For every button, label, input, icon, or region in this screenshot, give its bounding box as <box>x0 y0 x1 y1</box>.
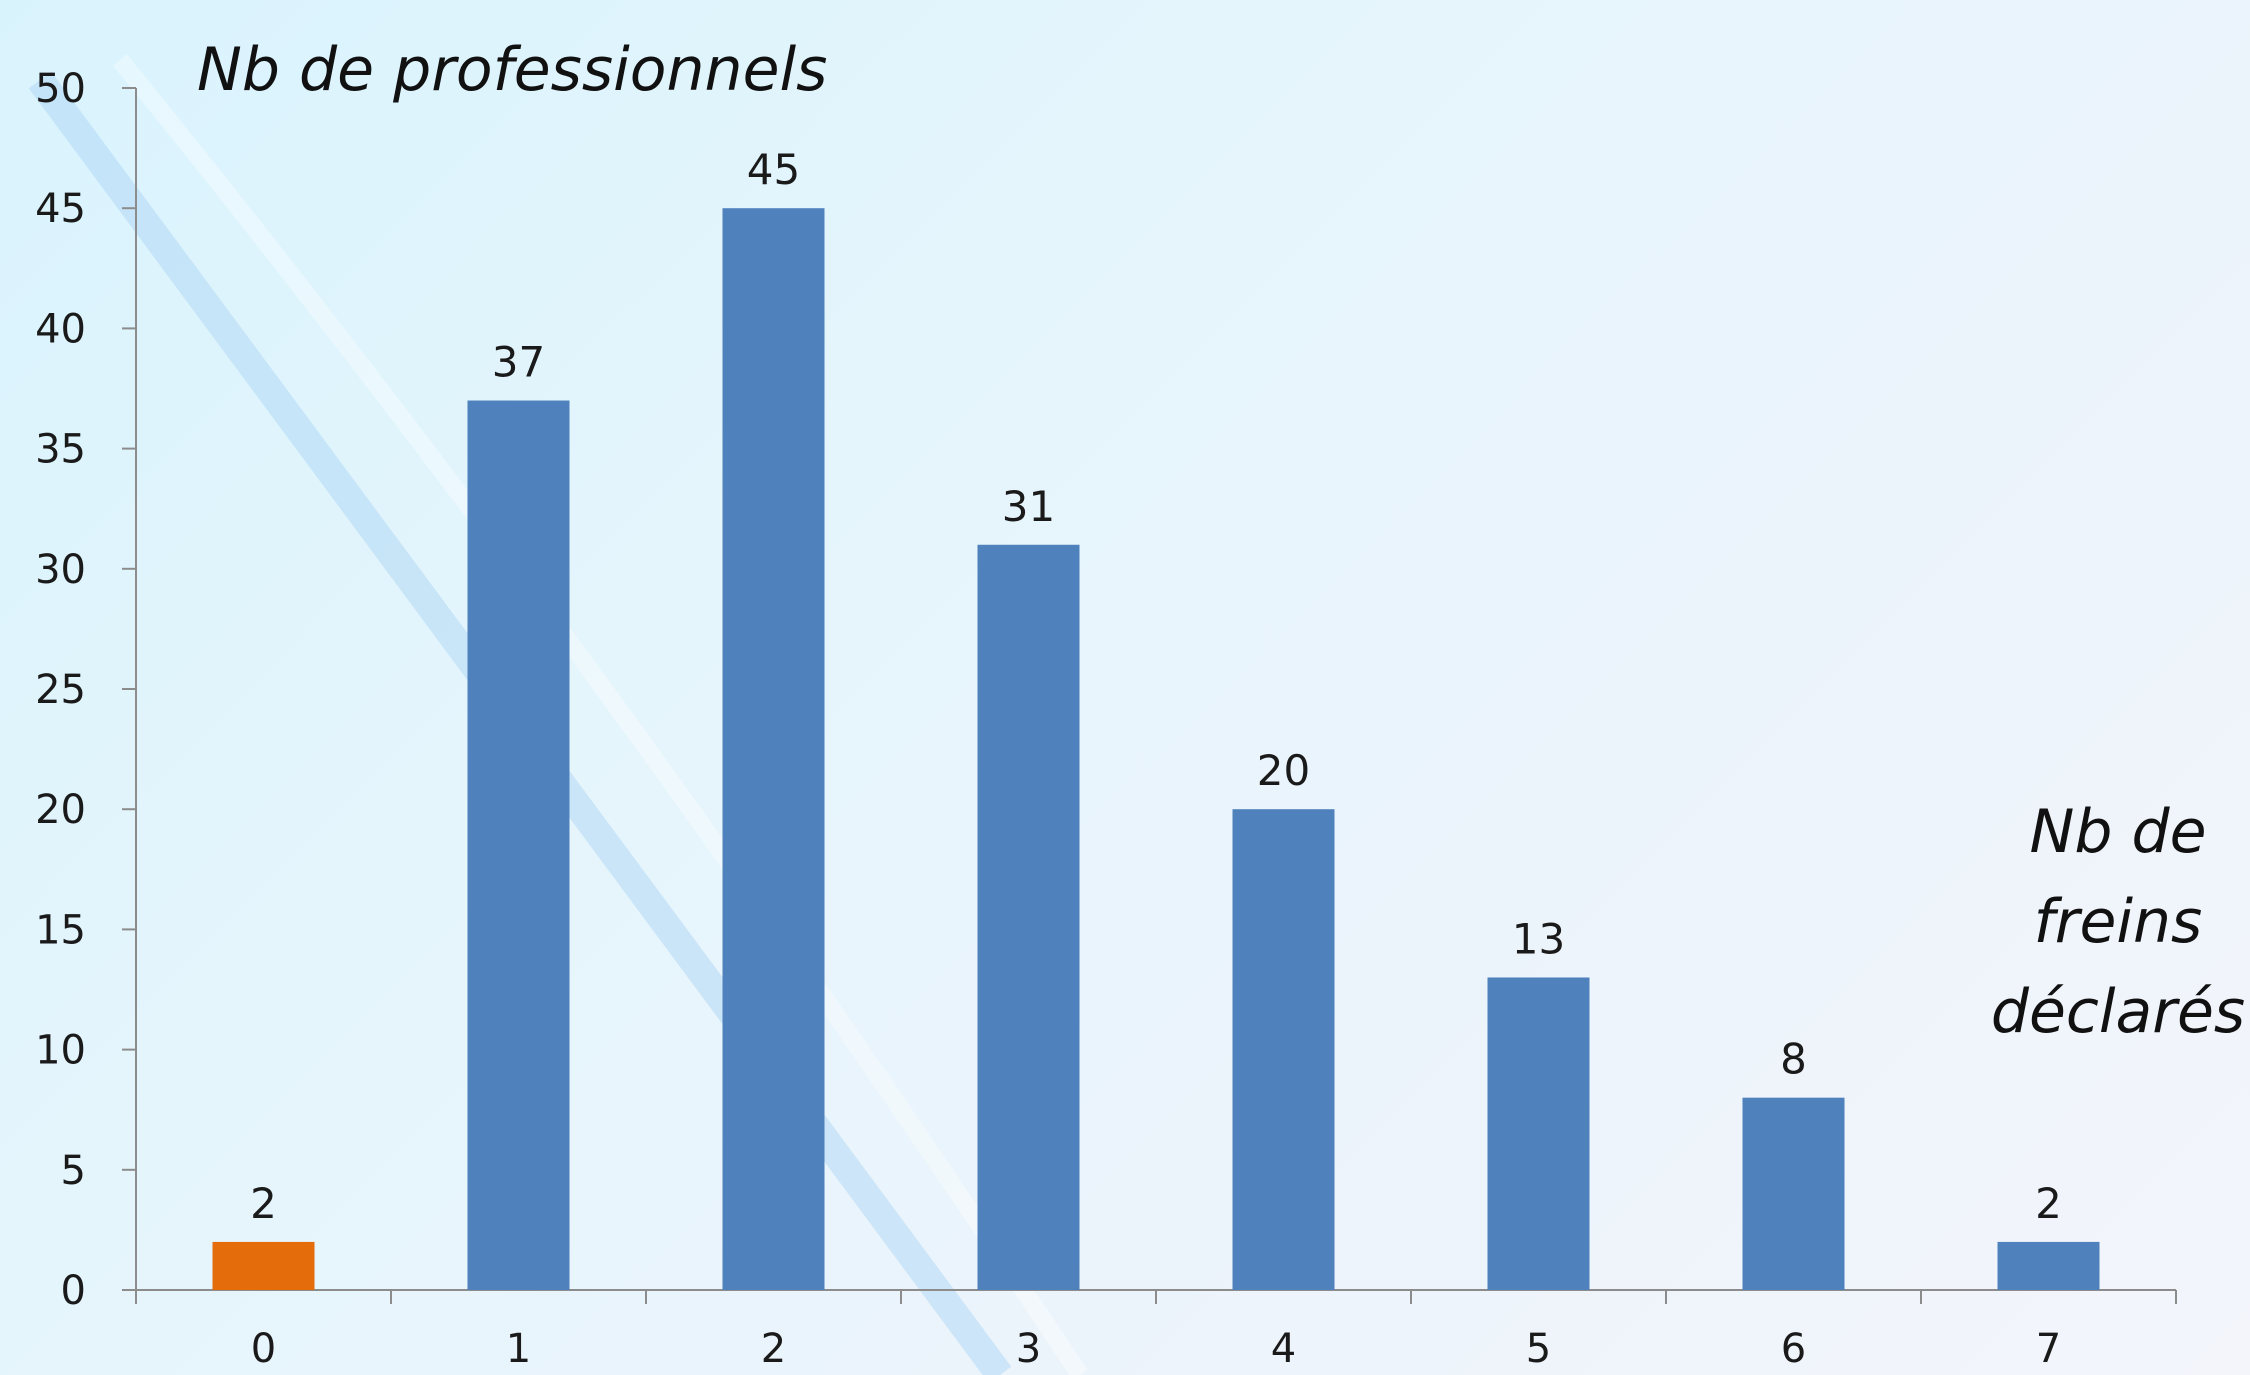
bars <box>212 208 2100 1291</box>
data-label: 31 <box>1002 482 1055 531</box>
y-axis-title: Nb de professionnels <box>197 35 827 105</box>
y-tick-label: 5 <box>61 1148 86 1194</box>
x-tick-label: 4 <box>1271 1326 1296 1372</box>
data-label: 2 <box>250 1179 277 1228</box>
y-tick-label: 50 <box>35 66 86 112</box>
x-axis-title-line: freins <box>2034 887 2203 957</box>
x-tick-label: 3 <box>1016 1326 1041 1372</box>
data-label: 45 <box>747 145 800 194</box>
y-tick-label: 45 <box>35 186 86 232</box>
y-axis: 0 5 10 15 20 25 30 35 40 45 50 <box>35 66 137 1314</box>
x-tick-label: 6 <box>1781 1326 1806 1372</box>
bar <box>977 544 1080 1290</box>
data-label: 37 <box>492 338 545 387</box>
y-tick-label: 30 <box>35 547 86 593</box>
bar <box>467 400 570 1290</box>
x-tick-label: 5 <box>1526 1326 1551 1372</box>
background-streak-light <box>113 54 1088 1375</box>
bar <box>1487 977 1590 1290</box>
data-label: 13 <box>1512 914 1565 963</box>
x-tick-label: 1 <box>506 1326 531 1372</box>
data-labels: 2 37 45 31 20 13 8 2 <box>250 145 2062 1228</box>
x-tick-label: 2 <box>761 1326 786 1372</box>
bar <box>1232 809 1335 1290</box>
x-axis-title: Nb de freins déclarés <box>1991 797 2245 1047</box>
x-axis-title-line: Nb de <box>2029 797 2206 867</box>
x-tick-label: 7 <box>2036 1326 2061 1372</box>
bar <box>212 1241 315 1290</box>
y-tick-label: 20 <box>35 787 86 833</box>
bar <box>722 208 825 1291</box>
data-label: 2 <box>2035 1179 2062 1228</box>
y-tick-label: 25 <box>35 667 86 713</box>
x-tick-label: 0 <box>251 1326 276 1372</box>
bar <box>1742 1097 1845 1290</box>
y-tick-label: 10 <box>35 1028 86 1074</box>
bar <box>1997 1241 2100 1290</box>
data-label: 20 <box>1257 746 1310 795</box>
y-tick-label: 35 <box>35 427 86 473</box>
data-label: 8 <box>1780 1035 1807 1084</box>
y-tick-label: 15 <box>35 907 86 953</box>
x-axis: 0 1 2 3 4 5 6 7 <box>135 1289 2177 1372</box>
y-tick-label: 0 <box>61 1268 86 1314</box>
x-axis-title-line: déclarés <box>1991 977 2245 1047</box>
y-tick-label: 40 <box>35 306 86 352</box>
